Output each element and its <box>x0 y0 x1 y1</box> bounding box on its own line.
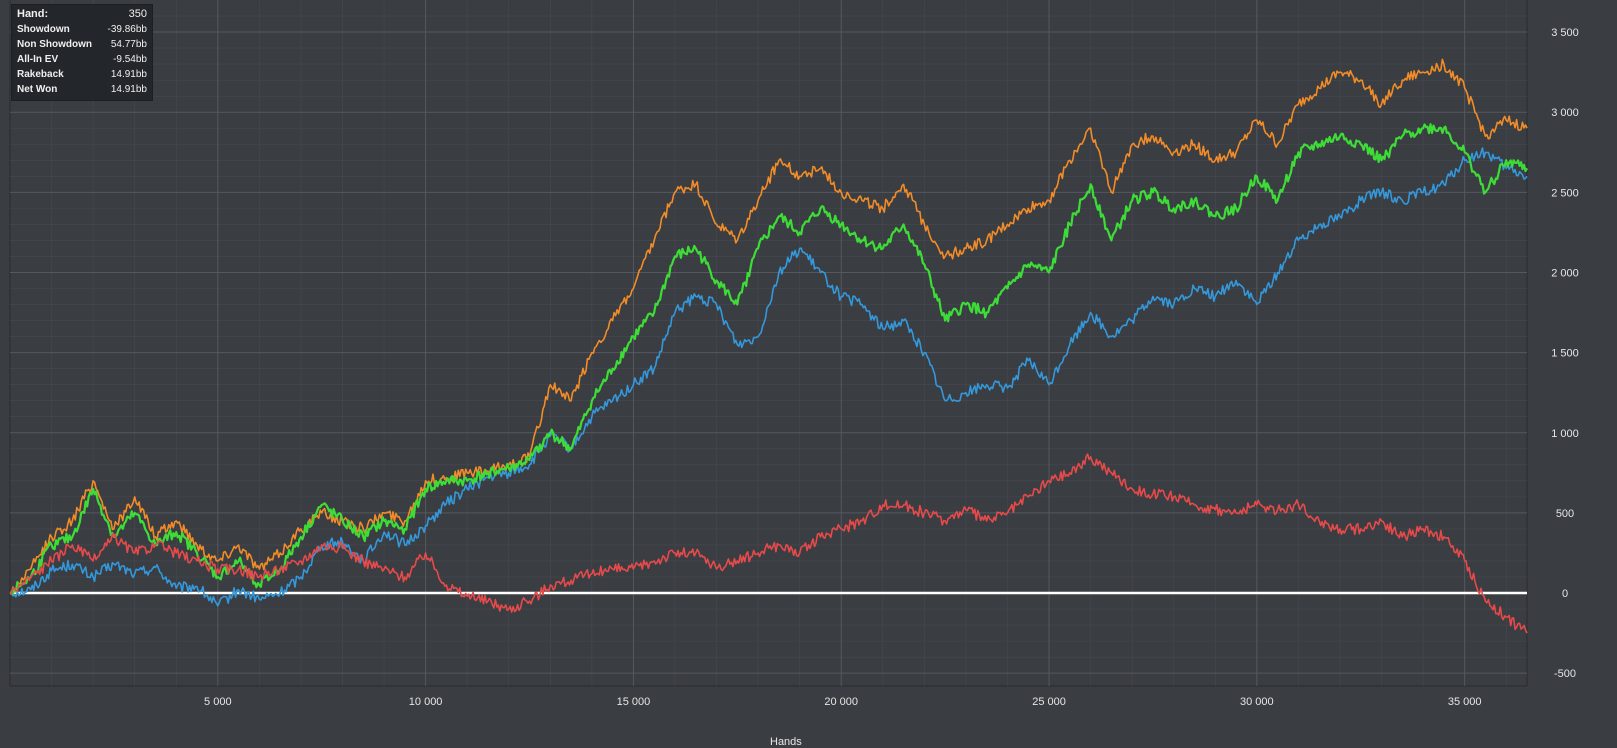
stats-header-row: Hand: 350 <box>17 7 147 22</box>
x-tick-labels: 5 000 10 000 15 000 20 000 25 000 30 000 35 00… <box>204 696 1481 708</box>
y-tick-label: 1 500 <box>1551 348 1579 360</box>
x-tick-label: 30 000 <box>1240 696 1274 708</box>
stat-value: 14.91bb <box>110 69 147 80</box>
stat-row-net-won: Net Won 14.91bb <box>17 82 147 97</box>
series-line-1 <box>9 147 1528 607</box>
hand-value: 350 <box>128 8 147 20</box>
y-tick-label: 2 500 <box>1551 187 1579 199</box>
y-tick-label: 3 000 <box>1551 107 1579 119</box>
stat-row-all-in-ev: All-In EV -9.54bb <box>17 52 147 67</box>
series-layer <box>9 58 1528 634</box>
y-tick-label: 0 <box>1562 588 1568 600</box>
series-line-4 <box>9 453 1528 634</box>
y-tick-labels: -500 0 500 1 000 1 500 2 000 2 500 3 000 3 500 <box>1551 27 1579 680</box>
stat-value: 54.77bb <box>110 39 147 50</box>
stat-label: Net Won <box>17 84 58 95</box>
y-tick-label: 2 000 <box>1551 267 1579 279</box>
stat-label: Non Showdown <box>17 39 92 50</box>
hand-stats-panel: Hand: 350 Showdown -39.86bb Non Showdown… <box>11 4 153 101</box>
x-axis-label: Hands <box>770 736 802 748</box>
stat-value: -9.54bb <box>113 54 147 65</box>
y-tick-label: 1 000 <box>1551 428 1579 440</box>
x-tick-label: 5 000 <box>204 696 232 708</box>
stat-value: 14.91bb <box>110 84 147 95</box>
stat-label: All-In EV <box>17 54 59 65</box>
hand-label: Hand: <box>17 8 49 20</box>
x-tick-label: 25 000 <box>1032 696 1066 708</box>
x-tick-label: 15 000 <box>617 696 651 708</box>
series-line-2 <box>9 58 1528 594</box>
x-tick-label: 10 000 <box>409 696 443 708</box>
stat-label: Showdown <box>17 24 70 35</box>
stat-row-non-showdown: Non Showdown 54.77bb <box>17 37 147 52</box>
grid-minor <box>10 0 1527 686</box>
stat-value: -39.86bb <box>107 24 147 35</box>
y-tick-label: 500 <box>1556 508 1574 520</box>
x-tick-label: 35 000 <box>1448 696 1482 708</box>
y-tick-label: -500 <box>1554 668 1576 680</box>
plot-background <box>9 0 1528 687</box>
stat-row-showdown: Showdown -39.86bb <box>17 22 147 37</box>
x-tick-label: 20 000 <box>824 696 858 708</box>
y-tick-label: 3 500 <box>1551 27 1579 39</box>
stat-label: Rakeback <box>17 69 64 80</box>
stat-row-rakeback: Rakeback 14.91bb <box>17 67 147 82</box>
